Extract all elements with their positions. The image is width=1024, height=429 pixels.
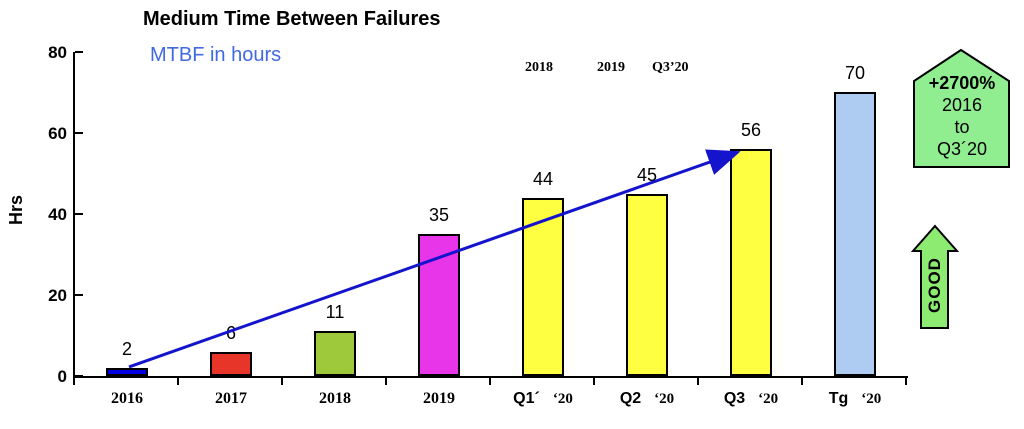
bar-2017 (210, 352, 252, 376)
bar-value-label: 6 (225, 323, 236, 343)
bar-value-label: 35 (428, 205, 450, 225)
x-tick-mark (489, 378, 491, 385)
chart-subtitle: MTBF in hours (150, 44, 282, 66)
period-annotation-2018: 2018 (525, 60, 553, 75)
bar-Q1-20 (522, 198, 564, 376)
x-label-main: 2019 (423, 390, 455, 407)
pct-callout-value: +2700% (928, 73, 996, 93)
y-tick-label: 60 (48, 124, 67, 143)
pct-callout-text: +2700% 2016 to Q3´20 (915, 72, 1009, 160)
x-label-main: 2017 (215, 390, 247, 407)
bar-Tg-20 (834, 92, 876, 376)
x-tick-mark (697, 378, 699, 385)
bar-value-label: 56 (740, 120, 762, 140)
x-tick-mark (177, 378, 179, 385)
x-label-main: Q3 (723, 390, 746, 407)
x-axis-category-label: Q3 ‘20 (696, 390, 806, 408)
y-tick-mark (75, 213, 83, 215)
x-tick-mark (73, 378, 75, 385)
y-tick-mark (75, 51, 83, 53)
x-label-main: Q2 (619, 390, 642, 407)
y-tick-label: 0 (57, 367, 67, 386)
x-axis-category-label: 2017 (176, 390, 286, 408)
y-tick-mark (75, 132, 83, 134)
x-tick-mark (801, 378, 803, 385)
x-tick-mark (281, 378, 283, 385)
x-axis-category-label: Q1´ ‘20 (488, 390, 598, 408)
pct-callout-to: Q3´20 (936, 139, 988, 159)
x-tick-mark (905, 378, 907, 385)
y-tick-label: 40 (48, 205, 67, 224)
bar-value-label: 44 (532, 169, 554, 189)
x-axis-category-label: Tg ‘20 (800, 390, 910, 408)
x-axis-category-label: 2019 (384, 390, 494, 408)
x-label-main: 2016 (111, 390, 143, 407)
x-axis-category-label: Q2 ‘20 (592, 390, 702, 408)
x-label-suffix: ‘20 (758, 391, 779, 407)
y-axis-line (73, 52, 75, 378)
pct-callout-to-word: to (954, 117, 970, 137)
y-tick-mark (75, 375, 83, 377)
y-tick-mark (75, 294, 83, 296)
bar-value-label: 45 (636, 165, 658, 185)
x-label-main: Q1´ (513, 390, 540, 407)
bar-value-label: 70 (844, 63, 866, 83)
x-label-main: Tg (828, 390, 849, 407)
x-tick-mark (385, 378, 387, 385)
x-label-suffix: ‘20 (552, 391, 573, 407)
x-label-suffix: ‘20 (861, 391, 882, 407)
y-tick-label: 20 (48, 286, 67, 305)
period-annotation-2019: 2019 (597, 60, 625, 75)
bar-Q3-20 (730, 149, 772, 376)
good-arrow-label: GOOD (925, 257, 944, 313)
x-label-suffix: ‘20 (654, 391, 675, 407)
bar-value-label: 2 (121, 339, 132, 359)
bar-value-label: 11 (325, 302, 345, 322)
bar-2018 (314, 331, 356, 376)
x-axis-category-label: 2016 (72, 390, 182, 408)
x-axis-category-label: 2018 (280, 390, 390, 408)
x-label-main: 2018 (319, 390, 351, 407)
chart-title: Medium Time Between Failures (143, 8, 441, 30)
period-annotation-q320: Q3’20 (652, 60, 689, 75)
bar-Q2-20 (626, 194, 668, 376)
x-tick-mark (593, 378, 595, 385)
x-axis-line (73, 376, 908, 378)
y-tick-label: 80 (48, 43, 67, 62)
pct-callout-from: 2016 (941, 95, 983, 115)
bar-2016 (106, 368, 148, 376)
